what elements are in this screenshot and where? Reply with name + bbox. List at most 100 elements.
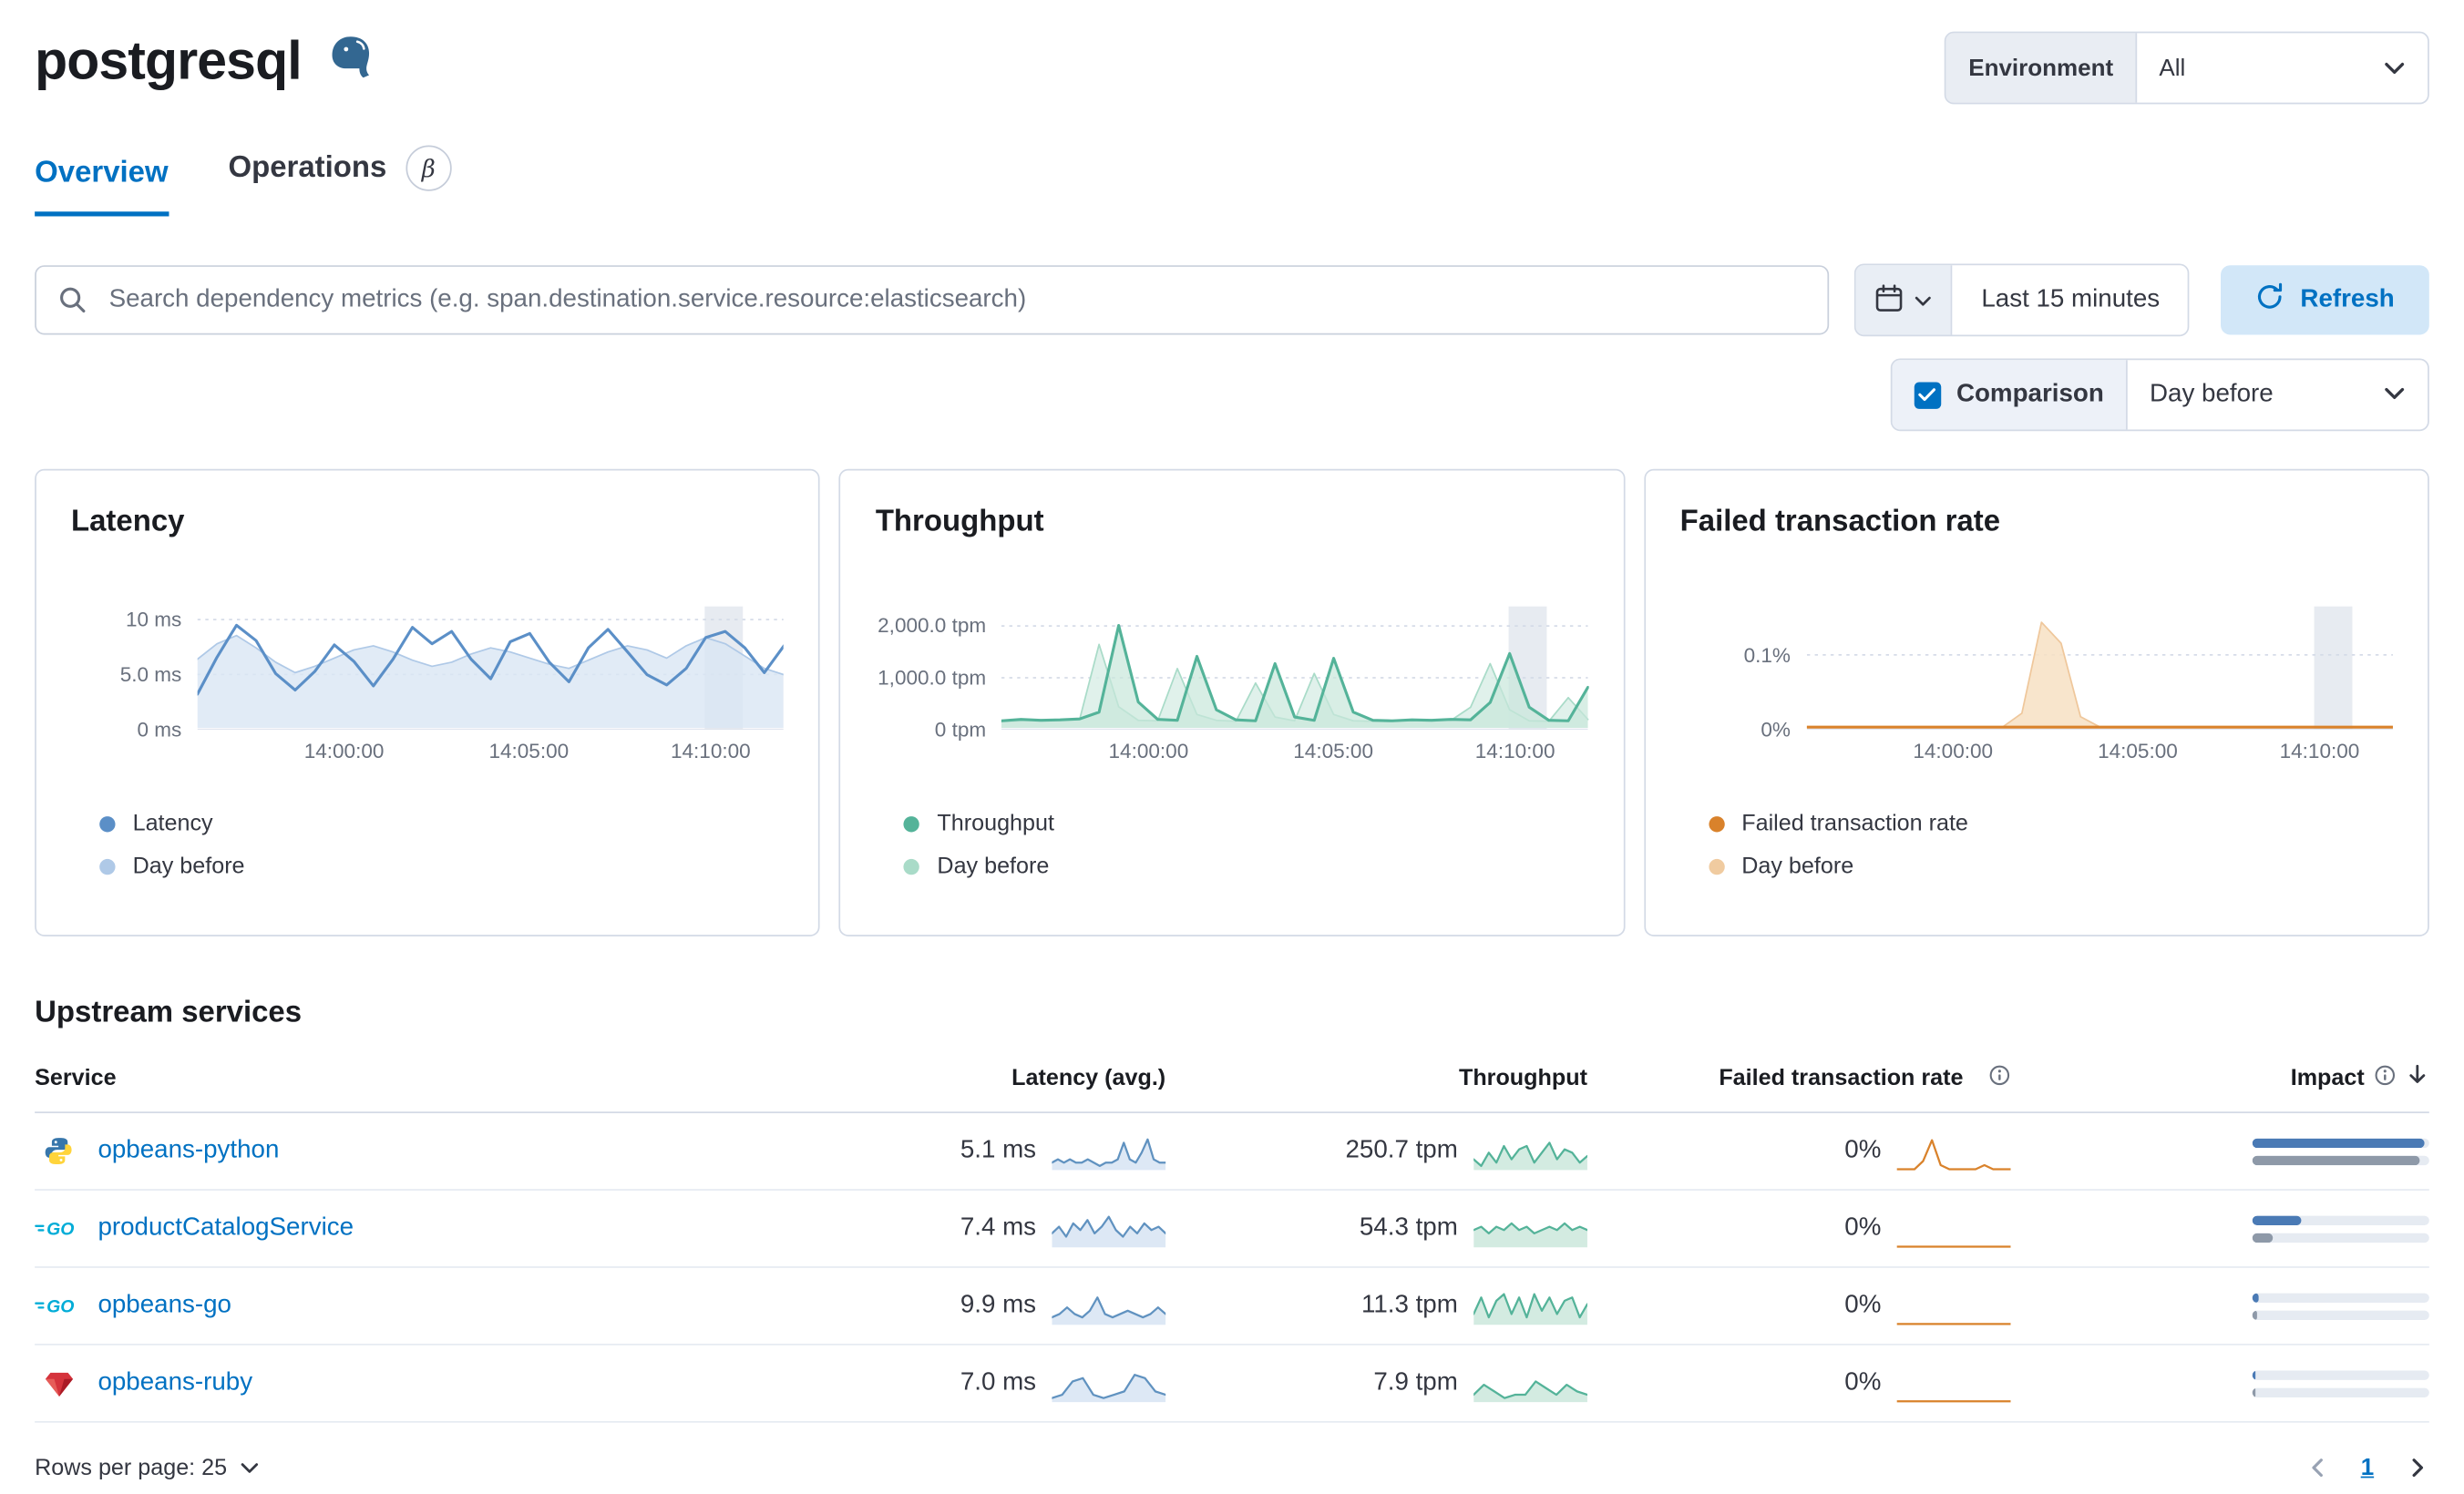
latency-chart: 10 ms 5.0 ms 0 ms 14:00:00 14:05:00 14:10:00 (71, 606, 785, 774)
table-body: opbeans-python 5.1 ms 250.7 tpm 0% GO pr… (35, 1113, 2429, 1423)
column-header-latency[interactable]: Latency (avg.) (1011, 1065, 1166, 1090)
page-number[interactable]: 1 (2360, 1454, 2375, 1481)
panel-title: Failed transaction rate (1679, 505, 2001, 539)
latency-sparkline (1052, 1285, 1166, 1326)
legend-item[interactable]: Day before (99, 854, 784, 879)
ftr-value: 0% (1844, 1213, 1882, 1242)
throughput-sparkline (1473, 1208, 1587, 1249)
service-icon: GO (35, 1294, 82, 1319)
ftr-value: 0% (1844, 1368, 1882, 1397)
svg-text:GO: GO (46, 1297, 74, 1317)
panel-title: Latency (70, 505, 185, 539)
service-link[interactable]: opbeans-python (98, 1136, 280, 1164)
info-icon[interactable] (2374, 1063, 2396, 1091)
rows-per-page-button[interactable]: Rows per page: 25 (35, 1455, 259, 1480)
service-link[interactable]: opbeans-ruby (98, 1368, 253, 1397)
table-row: opbeans-python 5.1 ms 250.7 tpm 0% (35, 1113, 2429, 1191)
column-header-service[interactable]: Service (35, 1065, 117, 1090)
legend-dot (1708, 858, 1725, 875)
date-picker: Last 15 minutes (1854, 263, 2191, 337)
upstream-services-heading: Upstream services (35, 996, 303, 1030)
environment-label: Environment (1946, 33, 2138, 103)
date-quick-select-button[interactable] (1856, 265, 1954, 335)
throughput-panel: Throughput 2,000.0 tpm 1,000.0 tpm 0 tpm 14… (838, 468, 1625, 936)
service-link[interactable]: productCatalogService (98, 1213, 354, 1242)
comparison-select[interactable]: Day before (2126, 360, 2428, 430)
latency-value: 5.1 ms (960, 1136, 1037, 1164)
legend-dot (99, 858, 116, 875)
controls-row: Last 15 minutes Refresh (35, 263, 2429, 337)
failed-transaction-rate-chart: 0.1% 0% 14:00:00 14:05:00 14:10:00 (1680, 606, 2393, 774)
throughput-value: 54.3 tpm (1359, 1213, 1458, 1242)
latency-sparkline (1052, 1363, 1166, 1404)
service-link[interactable]: opbeans-go (98, 1291, 231, 1319)
legend-item[interactable]: Day before (904, 854, 1588, 879)
ftr-sparkline (1897, 1363, 2011, 1404)
svg-text:GO: GO (46, 1220, 74, 1240)
column-header-impact[interactable]: Impact (2010, 1063, 2428, 1093)
environment-value: All (2159, 54, 2186, 82)
throughput-chart: 2,000.0 tpm 1,000.0 tpm 0 tpm 14:00:00 14:05… (876, 606, 1589, 774)
chevron-down-icon (240, 1455, 259, 1480)
table-row: GO opbeans-go 9.9 ms 11.3 tpm 0% (35, 1268, 2429, 1346)
ftr-value: 0% (1844, 1291, 1882, 1319)
environment-select[interactable]: Environment All (1945, 31, 2429, 105)
search-input[interactable] (35, 265, 1830, 335)
table-footer: Rows per page: 25 1 (35, 1454, 2429, 1481)
legend-dot (904, 858, 920, 875)
throughput-value: 11.3 tpm (1360, 1291, 1458, 1319)
chevron-down-icon (1915, 288, 1933, 312)
latency-sparkline (1052, 1131, 1166, 1172)
refresh-icon (2256, 281, 2284, 318)
beta-badge: β (406, 145, 452, 191)
impact-bars (2252, 1214, 2429, 1243)
ftr-value: 0% (1844, 1136, 1882, 1164)
legend-dot (99, 816, 116, 833)
calendar-icon (1875, 283, 1904, 316)
latency-panel: Latency 10 ms 5.0 ms 0 ms 14:00:00 14:05:00 1… (35, 468, 821, 936)
legend-dot (904, 816, 920, 833)
service-icon (35, 1368, 82, 1398)
chevron-down-icon (2384, 381, 2406, 409)
service-icon (35, 1135, 82, 1167)
legend-item[interactable]: Day before (1708, 854, 2393, 879)
service-icon: GO (35, 1216, 82, 1242)
next-page-button[interactable] (2406, 1456, 2429, 1479)
legend-item[interactable]: Latency (99, 812, 784, 837)
chart-panels: Latency 10 ms 5.0 ms 0 ms 14:00:00 14:05:00 1… (35, 468, 2429, 936)
column-header-throughput[interactable]: Throughput (1458, 1065, 1587, 1090)
ftr-sparkline (1897, 1285, 2011, 1326)
throughput-sparkline (1473, 1363, 1587, 1404)
latency-value: 7.4 ms (960, 1213, 1037, 1242)
info-icon[interactable] (1988, 1063, 2010, 1091)
previous-page-button[interactable] (2305, 1456, 2329, 1479)
page-title: postgresql (35, 31, 302, 92)
time-range-button[interactable]: Last 15 minutes (1953, 265, 2189, 335)
topbar: postgresql Environment All (0, 0, 2464, 105)
table-row: GO productCatalogService 7.4 ms 54.3 tpm… (35, 1191, 2429, 1268)
postgresql-logo-icon (323, 32, 377, 94)
table-row: opbeans-ruby 7.0 ms 7.9 tpm 0% (35, 1346, 2429, 1423)
chevron-down-icon (2384, 55, 2406, 81)
throughput-sparkline (1473, 1285, 1587, 1326)
tab-operations[interactable]: Operations β (228, 145, 452, 216)
comparison-checkbox[interactable]: Comparison (1891, 360, 2127, 430)
impact-bars (2252, 1369, 2429, 1397)
tab-overview[interactable]: Overview (35, 157, 169, 217)
failed-transaction-rate-panel: Failed transaction rate 0.1% 0% 14:00:00 14… (1643, 468, 2429, 936)
column-header-failed-transaction-rate[interactable]: Failed transaction rate (1587, 1063, 2011, 1091)
impact-bars (2252, 1137, 2429, 1165)
refresh-button[interactable]: Refresh (2221, 265, 2429, 335)
throughput-sparkline (1473, 1131, 1587, 1172)
checkbox-checked-icon (1914, 381, 1941, 409)
upstream-services-table: Service Latency (avg.) Throughput Failed… (35, 1050, 2429, 1423)
impact-bars (2252, 1292, 2429, 1320)
tab-bar: Overview Operations β (35, 145, 2429, 217)
legend-item[interactable]: Throughput (904, 812, 1588, 837)
panel-title: Throughput (875, 505, 1044, 539)
legend-item[interactable]: Failed transaction rate (1708, 812, 2393, 837)
latency-value: 7.0 ms (960, 1368, 1037, 1397)
latency-value: 9.9 ms (960, 1291, 1037, 1319)
legend-dot (1708, 816, 1725, 833)
ftr-sparkline (1897, 1208, 2011, 1249)
